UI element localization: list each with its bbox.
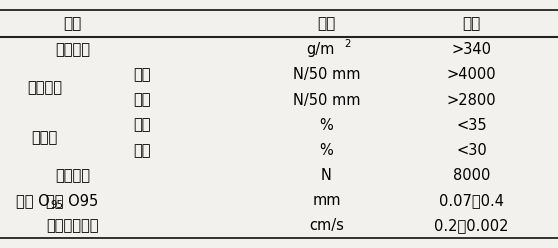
Text: 单位: 单位 [318, 16, 335, 31]
Text: g/m: g/m [307, 42, 335, 57]
Text: 单位质量: 单位质量 [55, 42, 90, 57]
Text: 纵向: 纵向 [133, 118, 151, 133]
Text: %: % [320, 143, 333, 158]
Text: 指标: 指标 [463, 16, 480, 31]
Text: 0.2～0.002: 0.2～0.002 [434, 218, 509, 233]
Text: 项目: 项目 [64, 16, 81, 31]
Text: %: % [320, 118, 333, 133]
Text: 0.07～0.4: 0.07～0.4 [439, 193, 504, 208]
Text: cm/s: cm/s [309, 218, 344, 233]
Text: 抗拉强度: 抗拉强度 [27, 80, 62, 95]
Text: 8000: 8000 [453, 168, 490, 183]
Text: <30: <30 [456, 143, 487, 158]
Text: >340: >340 [451, 42, 492, 57]
Text: N/50 mm: N/50 mm [293, 67, 360, 82]
Text: 垂直渗透系数: 垂直渗透系数 [46, 218, 99, 233]
Text: 延伸率: 延伸率 [31, 130, 58, 145]
Text: 横向: 横向 [133, 143, 151, 158]
Text: 纵向: 纵向 [133, 67, 151, 82]
Text: 横向: 横向 [133, 93, 151, 108]
Text: 2: 2 [344, 39, 351, 49]
Text: N: N [321, 168, 332, 183]
Text: 顶破强度: 顶破强度 [55, 168, 90, 183]
Text: 孔径 O95: 孔径 O95 [46, 193, 99, 208]
Text: >4000: >4000 [447, 67, 496, 82]
Text: 95: 95 [50, 200, 63, 210]
Text: >2800: >2800 [447, 93, 496, 108]
Text: 孔径 O: 孔径 O [17, 193, 50, 208]
Text: N/50 mm: N/50 mm [293, 93, 360, 108]
Text: mm: mm [312, 193, 341, 208]
Text: <35: <35 [456, 118, 487, 133]
